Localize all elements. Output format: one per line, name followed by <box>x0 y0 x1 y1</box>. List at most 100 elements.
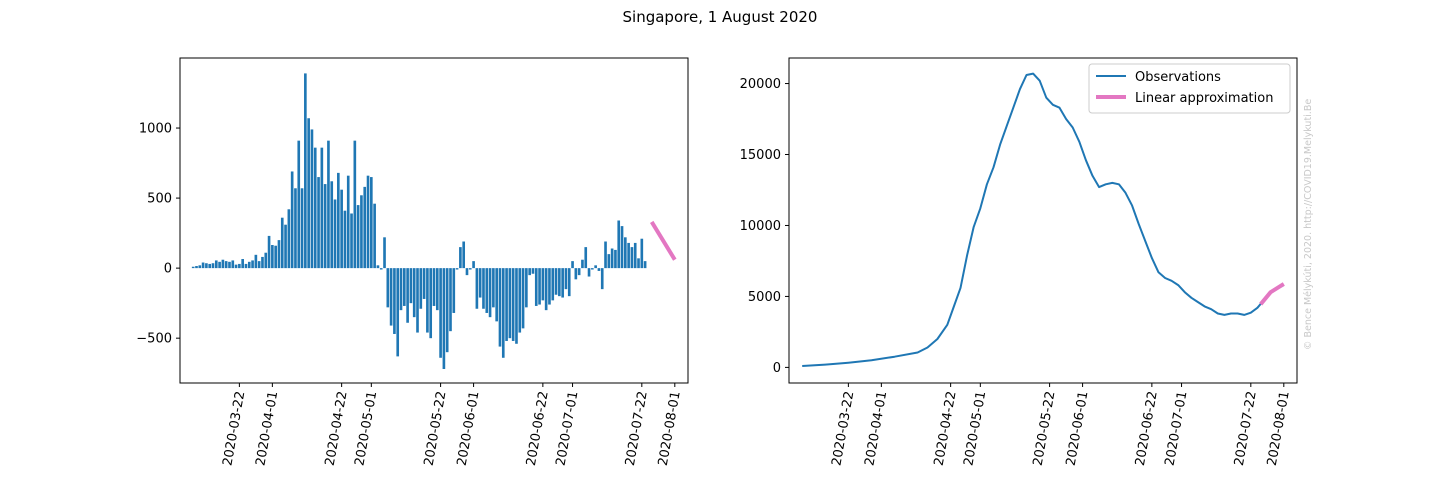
bar <box>564 268 568 290</box>
bar <box>558 268 561 297</box>
x-tick-label: 2020-07-01 <box>554 390 582 467</box>
bar <box>630 247 634 269</box>
bar <box>350 213 353 269</box>
right-line-chart: 0 5000 10000 15000 20000 2020-03-22 2020-04-0… <box>740 57 1298 467</box>
bar <box>287 209 291 269</box>
bar <box>525 268 528 308</box>
bar <box>567 268 571 297</box>
bar <box>439 268 442 358</box>
left-y-ticks: −500 0 500 1000 <box>136 122 180 347</box>
bar <box>191 266 195 269</box>
x-tick-label: 2020-04-01 <box>862 390 890 467</box>
legend-box <box>1088 63 1291 114</box>
bar <box>211 263 215 269</box>
bar <box>363 186 367 269</box>
bar <box>508 268 512 339</box>
bar <box>261 256 264 269</box>
bar <box>449 268 452 332</box>
bar <box>584 247 588 269</box>
bar <box>591 268 594 270</box>
x-tick-label: 2020-05-01 <box>352 390 380 467</box>
bar <box>376 265 380 269</box>
x-tick-label: 2020-08-01 <box>656 390 684 467</box>
x-tick-label: 2020-05-22 <box>422 390 450 467</box>
bar <box>594 265 597 269</box>
bar <box>244 263 248 269</box>
bar <box>241 259 244 269</box>
bar <box>280 217 284 269</box>
bar <box>234 264 238 269</box>
x-tick-label: 2020-03-22 <box>220 390 248 467</box>
bar <box>548 268 551 305</box>
y-tick-label: 20000 <box>740 77 781 92</box>
x-tick-label: 2020-04-22 <box>323 390 351 467</box>
bar <box>419 268 423 309</box>
bar <box>393 268 396 334</box>
x-tick-label: 2020-06-22 <box>1133 390 1161 467</box>
bar <box>373 203 376 269</box>
bar <box>396 268 400 357</box>
bar <box>472 261 475 269</box>
bar <box>254 254 258 269</box>
bar <box>432 268 436 306</box>
right-series <box>802 72 1285 367</box>
bar <box>379 268 383 270</box>
x-tick-label: 2020-04-22 <box>932 390 960 467</box>
bar <box>271 245 274 269</box>
bar <box>571 261 574 269</box>
bar <box>221 259 225 269</box>
bar <box>435 268 439 311</box>
bar <box>485 268 489 313</box>
left-bars <box>191 73 647 369</box>
legend-label-observations: Observations <box>1135 70 1221 85</box>
bar <box>624 237 627 269</box>
bar <box>383 237 386 269</box>
bar <box>604 241 607 269</box>
bar <box>587 268 591 277</box>
bar <box>455 268 459 270</box>
bar <box>462 241 466 269</box>
bar <box>370 177 373 269</box>
bar <box>277 240 281 269</box>
bar <box>475 268 479 309</box>
bar <box>284 224 287 269</box>
bar <box>247 261 251 269</box>
y-tick-label: 10000 <box>740 219 781 234</box>
left-plot-frame <box>179 57 689 384</box>
bar <box>541 268 545 301</box>
bar <box>577 268 581 276</box>
bar <box>610 248 614 269</box>
legend: Observations Linear approximation <box>1088 63 1291 114</box>
bar <box>505 268 508 341</box>
bar <box>251 260 254 269</box>
bar <box>501 268 505 358</box>
bar <box>343 210 347 269</box>
bar <box>574 268 578 280</box>
bar <box>218 261 221 269</box>
bar <box>465 268 469 276</box>
bar <box>633 242 637 269</box>
right-x-ticks: 2020-03-22 2020-04-01 2020-04-22 2020-05-01… <box>829 383 1293 467</box>
bar <box>307 118 310 269</box>
bar <box>452 268 456 313</box>
bar <box>412 268 416 318</box>
right-y-ticks: 0 5000 10000 15000 20000 <box>740 77 789 376</box>
x-tick-label: 2020-08-01 <box>1265 390 1293 467</box>
bar <box>492 268 495 308</box>
bar <box>478 268 482 298</box>
bar <box>426 268 429 333</box>
bar <box>416 268 419 333</box>
bar <box>637 258 640 269</box>
bar <box>360 195 363 269</box>
bar <box>531 268 535 274</box>
bar <box>313 147 317 269</box>
watermark: © Bence Mélykúti, 2020. http://COVID19.M… <box>1303 99 1314 350</box>
left-bar-chart: −500 0 500 1000 2020-03-22 2020-04-01 2020-04… <box>136 57 689 467</box>
bar <box>442 268 446 369</box>
bar <box>534 268 538 306</box>
bar <box>511 268 515 341</box>
bar <box>294 188 297 269</box>
bar <box>406 268 409 323</box>
bar <box>468 268 472 270</box>
x-tick-label: 2020-05-01 <box>961 390 989 467</box>
